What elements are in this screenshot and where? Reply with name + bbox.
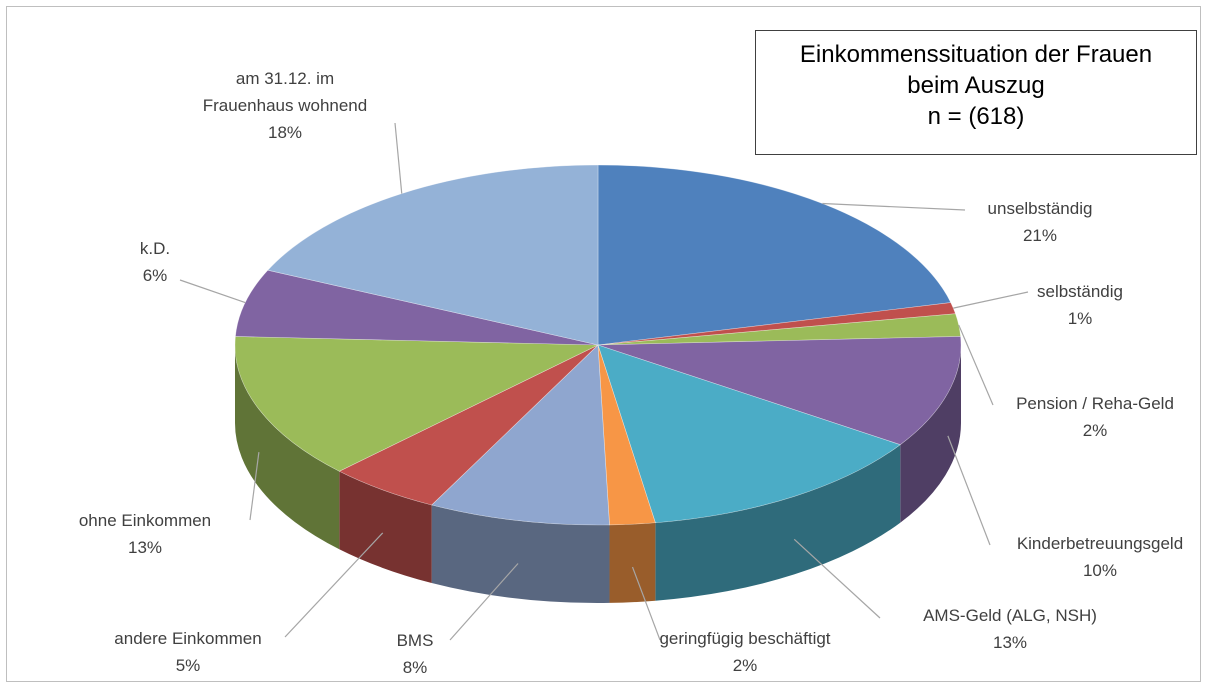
data-label: unselbständig 21% [988,195,1093,249]
value-label: 21% [1022,226,1058,245]
slice [234,336,599,472]
data-label: selbständig 1% [1037,278,1123,332]
category-label: Pension / Reha-Geld [1016,394,1174,413]
chart-subtitle: n = (618) [927,103,1025,130]
category-label: andere Einkommen [114,629,262,648]
slice [597,336,962,446]
leader-line [958,324,994,406]
value-label: 13% [127,538,163,557]
chart-title: Einkommenssituation der Frauen beim Ausz… [799,41,1153,99]
chart-frame [6,6,1201,682]
slice [267,164,599,346]
category-label: geringfügig beschäftigt [659,629,831,648]
value-label: 2% [1082,421,1108,440]
slice [235,269,599,346]
category-label: k.D. [139,239,171,258]
leader-line [394,122,403,194]
data-label: ohne Einkommen 13% [79,507,211,561]
value-label: 18% [267,123,303,142]
value-label: 1% [1067,309,1093,328]
slice [597,164,952,346]
slice [597,344,901,524]
category-label: unselbständig [987,199,1093,218]
leader-line [822,202,966,211]
leader-line [793,538,881,619]
value-label: 13% [992,633,1028,652]
slice-side [900,345,961,523]
data-label: geringfügig beschäftigt 2% [659,625,830,679]
data-label: k.D. 6% [140,235,170,289]
leader-line [449,563,519,641]
leader-line [179,279,246,304]
title-box: Einkommenssituation der Frauen beim Ausz… [755,30,1197,155]
data-label: Pension / Reha-Geld 2% [1016,390,1174,444]
slice [431,344,610,526]
value-label: 6% [142,266,168,285]
category-label: ohne Einkommen [78,511,212,530]
slice-side [609,522,656,603]
leader-line [284,532,384,638]
leader-line [631,566,661,641]
data-label: BMS 8% [397,627,434,681]
data-label: am 31.12. im Frauenhaus wohnend 18% [198,65,373,146]
slice-side [655,444,901,601]
data-label: AMS-Geld (ALG, NSH) 13% [923,602,1097,656]
category-label: am 31.12. im Frauenhaus wohnend [202,69,368,115]
slice-side [431,504,610,603]
value-label: 10% [1082,561,1118,580]
category-label: AMS-Geld (ALG, NSH) [923,606,1097,625]
value-label: 5% [175,656,201,675]
leader-line [953,291,1029,309]
value-label: 2% [732,656,758,675]
data-label: Kinderbetreuungsgeld 10% [1017,530,1183,584]
data-label: andere Einkommen 5% [114,625,261,679]
leader-line [947,435,991,546]
value-label: 8% [402,658,428,677]
category-label: Kinderbetreuungsgeld [1016,534,1184,553]
category-label: selbständig [1036,282,1124,301]
leader-line [249,452,260,521]
slice-side [235,345,340,550]
category-label: BMS [396,631,434,650]
